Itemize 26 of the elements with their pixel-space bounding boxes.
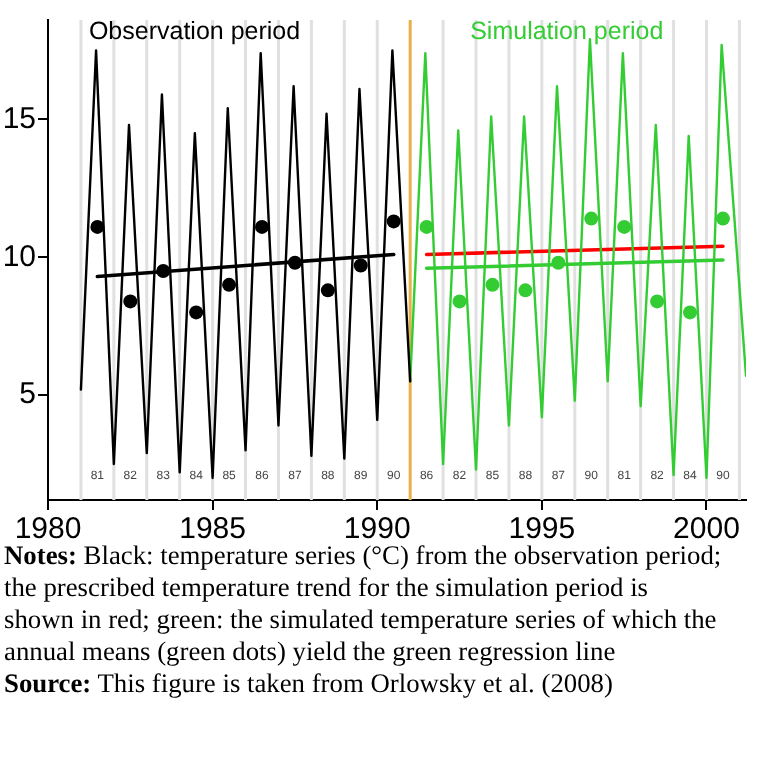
source-note: Source: This figure is taken from Orlowsky et al. (2008) xyxy=(4,668,613,698)
point xyxy=(156,264,171,279)
series-label: Observation period xyxy=(88,17,301,46)
point xyxy=(419,219,434,234)
point xyxy=(715,211,730,226)
y-tick-label: 10 xyxy=(2,239,36,274)
series-label: Simulation period xyxy=(470,17,664,46)
point xyxy=(683,305,698,320)
point xyxy=(386,214,401,229)
point xyxy=(189,305,204,320)
point xyxy=(353,258,368,273)
point xyxy=(584,211,599,226)
y-tick-label: 5 xyxy=(19,377,36,412)
point xyxy=(90,219,105,234)
point xyxy=(485,277,500,292)
point xyxy=(255,219,270,234)
y-tick-label: 15 xyxy=(2,101,36,136)
point xyxy=(452,294,467,309)
point xyxy=(551,255,566,270)
point xyxy=(123,294,138,309)
point xyxy=(650,294,665,309)
point xyxy=(287,255,302,270)
point xyxy=(518,283,533,298)
point xyxy=(617,219,632,234)
point xyxy=(320,283,335,298)
point xyxy=(222,277,237,292)
